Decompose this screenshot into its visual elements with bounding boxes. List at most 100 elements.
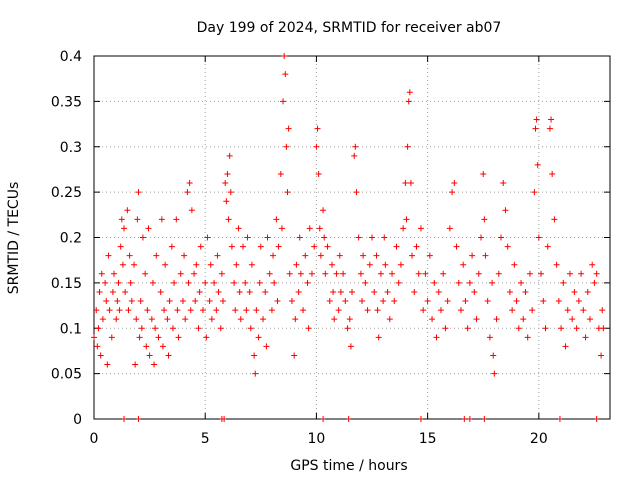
data-point xyxy=(317,252,324,259)
data-point xyxy=(146,352,153,359)
data-point xyxy=(157,288,164,295)
x-axis-title: GPS time / hours xyxy=(290,458,407,474)
data-point xyxy=(308,270,315,277)
y-tick-label: 0.3 xyxy=(60,140,82,156)
data-points xyxy=(91,53,607,422)
data-point xyxy=(211,279,218,286)
data-point xyxy=(502,207,509,214)
data-point xyxy=(252,370,259,377)
data-point xyxy=(263,343,270,350)
data-point xyxy=(99,316,106,323)
data-point xyxy=(446,225,453,232)
data-point xyxy=(114,298,121,305)
data-point xyxy=(151,361,158,368)
data-point xyxy=(257,243,264,250)
data-point xyxy=(437,307,444,314)
data-point xyxy=(300,307,307,314)
data-point xyxy=(486,334,493,341)
data-point xyxy=(475,270,482,277)
y-tick-label: 0.4 xyxy=(60,49,82,65)
data-point xyxy=(442,325,449,332)
data-point xyxy=(405,98,412,105)
data-point xyxy=(169,325,176,332)
data-point xyxy=(297,270,304,277)
data-point xyxy=(321,234,328,241)
plot-frame xyxy=(93,55,611,420)
zero-marker xyxy=(462,416,467,422)
data-point xyxy=(187,307,194,314)
data-point xyxy=(306,225,313,232)
data-point xyxy=(116,307,123,314)
data-point xyxy=(124,207,131,214)
data-point xyxy=(553,261,560,268)
data-point xyxy=(133,316,140,323)
data-point xyxy=(504,243,511,250)
data-point xyxy=(532,125,539,132)
zero-marker xyxy=(136,416,141,422)
data-point xyxy=(495,270,502,277)
data-point xyxy=(400,225,407,232)
data-point xyxy=(336,252,343,259)
data-point xyxy=(193,261,200,268)
data-point xyxy=(429,316,436,323)
data-point xyxy=(420,307,427,314)
data-point xyxy=(248,261,255,268)
data-point xyxy=(136,334,143,341)
data-point xyxy=(256,279,263,286)
data-point xyxy=(571,288,578,295)
data-point xyxy=(236,288,243,295)
data-point xyxy=(381,234,388,241)
data-point xyxy=(586,316,593,323)
data-point xyxy=(142,270,149,277)
data-point xyxy=(271,279,278,286)
data-point xyxy=(305,325,312,332)
data-point xyxy=(589,261,596,268)
data-point xyxy=(352,143,359,150)
data-point xyxy=(121,225,128,232)
data-point xyxy=(593,270,600,277)
zero-marker xyxy=(467,416,472,422)
zero-marker xyxy=(594,416,599,422)
data-point xyxy=(277,170,284,177)
data-point xyxy=(546,125,553,132)
data-point xyxy=(457,307,464,314)
data-point xyxy=(440,270,447,277)
data-point xyxy=(296,234,303,241)
data-point xyxy=(375,334,382,341)
data-point xyxy=(228,243,235,250)
data-point xyxy=(191,270,198,277)
data-point xyxy=(302,252,309,259)
data-point xyxy=(171,279,178,286)
zero-marker xyxy=(418,416,423,422)
data-point xyxy=(471,288,478,295)
data-point xyxy=(422,270,429,277)
data-point xyxy=(469,252,476,259)
data-point xyxy=(518,279,525,286)
data-point xyxy=(168,243,175,250)
data-point xyxy=(184,189,191,196)
data-point xyxy=(233,261,240,268)
data-point xyxy=(117,243,124,250)
y-axis-title: SRMTID / TECUs xyxy=(6,182,22,295)
data-point xyxy=(324,243,331,250)
data-point xyxy=(274,298,281,305)
data-point xyxy=(382,261,389,268)
zero-marker xyxy=(122,416,127,422)
data-point xyxy=(464,325,471,332)
data-point xyxy=(480,170,487,177)
data-point xyxy=(102,279,109,286)
data-point xyxy=(275,243,282,250)
data-point xyxy=(158,216,165,223)
data-point xyxy=(346,316,353,323)
data-point xyxy=(285,125,292,132)
y-tick-label: 0.35 xyxy=(51,94,82,110)
data-point xyxy=(253,307,260,314)
data-point xyxy=(344,325,351,332)
data-point xyxy=(217,325,224,332)
data-point xyxy=(600,325,607,332)
data-point xyxy=(93,307,100,314)
data-point xyxy=(515,325,522,332)
data-point xyxy=(562,343,569,350)
data-point xyxy=(506,288,513,295)
